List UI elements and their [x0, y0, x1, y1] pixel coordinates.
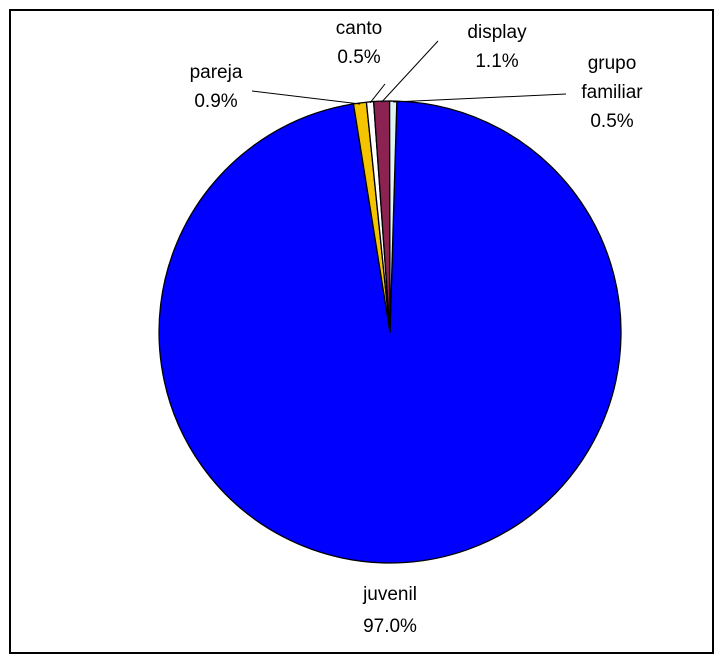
data-label-pareja: pareja 0.9% — [190, 62, 243, 112]
leader-line-grupo-familiar — [393, 93, 567, 103]
slice-percent-label: 0.9% — [194, 91, 237, 112]
data-label-grupo-familiar: grupo familiar 0.5% — [581, 53, 643, 132]
slice-category-label: display — [467, 22, 527, 43]
slice-percent-label: 0.5% — [590, 111, 633, 132]
slice-category-label: grupo — [588, 53, 637, 74]
slice-percent-label: 97.0% — [363, 616, 417, 637]
leader-line-canto — [369, 83, 386, 104]
slice-percent-label: 1.1% — [475, 51, 518, 72]
leader-lines — [251, 40, 567, 105]
slice-category-label: pareja — [190, 62, 243, 83]
data-label-display: display 1.1% — [467, 22, 527, 72]
slice-category-label: familiar — [581, 82, 643, 103]
slice-category-label: juvenil — [362, 584, 417, 605]
leader-line-display — [381, 40, 439, 103]
data-label-canto: canto 0.5% — [336, 18, 382, 68]
data-label-juvenil: juvenil 97.0% — [362, 584, 417, 637]
slice-labels: juvenil 97.0% pareja 0.9% canto 0.5% display 1.… — [190, 18, 644, 637]
leader-line-pareja — [251, 90, 361, 105]
pie-slice-grupo-familiar — [388, 100, 398, 333]
slice-percent-label: 0.5% — [337, 47, 380, 68]
slice-category-label: canto — [336, 18, 382, 39]
pie-slices — [158, 100, 622, 564]
